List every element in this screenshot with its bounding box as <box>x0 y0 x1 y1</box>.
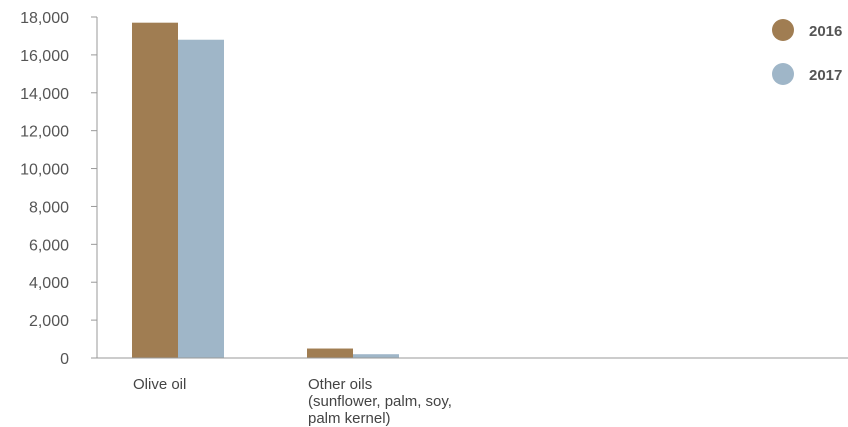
y-tick-label: 10,000 <box>20 162 69 179</box>
y-tick-label: 0 <box>60 351 69 368</box>
y-tick-label: 6,000 <box>29 237 69 254</box>
x-category-label-line: (sunflower, palm, soy, <box>308 393 452 410</box>
legend-swatch <box>772 19 794 41</box>
x-category-label: Olive oil <box>133 376 186 393</box>
legend-swatch <box>772 63 794 85</box>
y-tick-label: 12,000 <box>20 124 69 141</box>
legend-label: 2017 <box>809 67 842 84</box>
x-category-label-line: Other oils <box>308 376 372 393</box>
x-category-label-line: Olive oil <box>133 376 186 393</box>
bar-2016 <box>307 348 353 358</box>
x-category-label: Other oils (sunflower, palm, soy, palm ker… <box>308 376 452 427</box>
y-tick-label: 4,000 <box>29 275 69 292</box>
bar-2017 <box>353 354 399 358</box>
y-axis: 0 2,000 4,000 6,000 8,000 10,000 12,000 14,000 1… <box>20 10 98 368</box>
bars <box>132 22 399 359</box>
y-tick-label: 14,000 <box>20 86 69 103</box>
bar-2016 <box>132 22 178 359</box>
y-tick-label: 16,000 <box>20 48 69 65</box>
y-tick-label: 18,000 <box>20 10 69 27</box>
x-category-label-line: palm kernel) <box>308 410 391 427</box>
legend-label: 2016 <box>809 23 842 40</box>
bar-2017 <box>178 39 224 358</box>
y-tick-label: 8,000 <box>29 199 69 216</box>
x-axis: Olive oil Other oils (sunflower, palm, soy… <box>97 357 848 427</box>
legend: 2016 2017 <box>772 19 842 85</box>
y-tick-label: 2,000 <box>29 313 69 330</box>
